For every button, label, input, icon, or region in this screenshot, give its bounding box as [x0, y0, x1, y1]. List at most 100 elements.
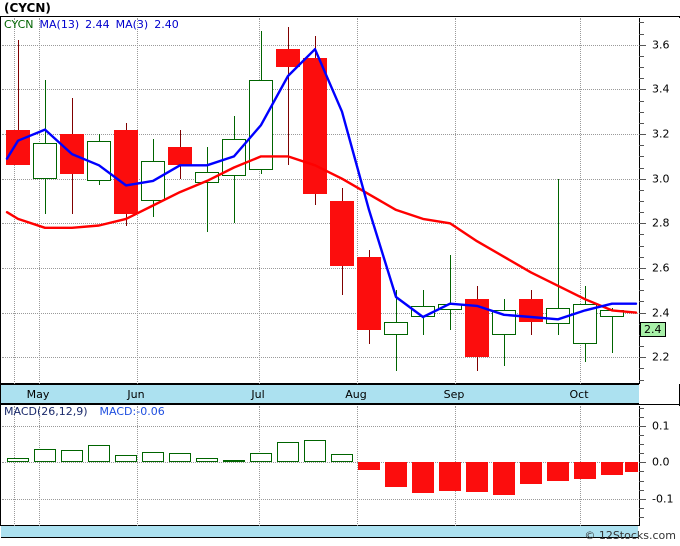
price-plot-area[interactable]	[2, 18, 638, 384]
bottom-strip: © 12Stocks.com	[0, 526, 680, 546]
macd-histogram-bar[interactable]	[625, 462, 638, 473]
price-axis-label: 2.4	[652, 306, 670, 320]
candle-body[interactable]	[384, 321, 408, 335]
month-label: Oct	[569, 388, 589, 401]
price-month-gridline	[455, 18, 456, 384]
macd-histogram-bar[interactable]	[601, 462, 623, 475]
price-axis-label: 2.2	[652, 350, 670, 364]
price-axis-tick	[639, 22, 644, 24]
price-axis-tick	[639, 134, 646, 136]
macd-histogram-bar[interactable]	[61, 450, 83, 463]
price-gridline	[2, 223, 638, 225]
candle-body[interactable]	[303, 58, 327, 195]
macd-histogram-bar[interactable]	[439, 462, 461, 492]
macd-month-gridline	[259, 406, 260, 526]
price-axis-tick	[639, 178, 646, 180]
candle-body[interactable]	[6, 129, 30, 166]
macd-axis-tick	[639, 426, 646, 427]
page-title: (CYCN)	[4, 1, 51, 15]
macd-axis-tick	[639, 516, 644, 518]
macd-histogram-bar[interactable]	[304, 439, 326, 463]
month-label: Sep	[443, 388, 465, 401]
macd-plot-area[interactable]	[2, 406, 638, 526]
macd-histogram-bar[interactable]	[385, 462, 407, 487]
macd-histogram-bar[interactable]	[142, 452, 164, 463]
price-axis-tick	[639, 368, 644, 370]
month-label: Aug	[345, 388, 367, 401]
price-axis-tick	[639, 346, 644, 348]
macd-gridline	[2, 426, 638, 427]
price-axis-tick	[639, 379, 644, 381]
price-axis-tick	[639, 189, 644, 191]
price-month-gridline	[357, 18, 358, 384]
macd-histogram-bar[interactable]	[358, 462, 380, 470]
macd-month-gridline	[137, 406, 138, 526]
macd-histogram-bar[interactable]	[7, 458, 29, 463]
macd-month-gridline	[14, 406, 15, 526]
macd-histogram-bar[interactable]	[520, 462, 542, 485]
macd-y-axis: 0.1 0.0 -0.1	[639, 406, 680, 526]
price-axis-label: 2.6	[652, 261, 670, 275]
price-axis-tick	[639, 256, 644, 258]
macd-histogram-bar[interactable]	[115, 455, 137, 463]
candle-body[interactable]	[330, 201, 354, 266]
macd-histogram-bar[interactable]	[250, 452, 272, 463]
macd-legend-value: MACD:-0.06	[99, 405, 165, 418]
price-axis-label: 3.4	[652, 82, 670, 96]
price-gridline	[2, 357, 638, 359]
month-label: Jun	[127, 388, 145, 401]
price-axis-tick	[639, 33, 644, 35]
price-axis-tick	[639, 78, 644, 80]
price-axis-tick	[639, 301, 644, 303]
candle-body[interactable]	[87, 140, 111, 181]
macd-legend: MACD(26,12,9) MACD:-0.06	[4, 405, 165, 418]
price-gridline	[2, 312, 638, 314]
macd-histogram-bar[interactable]	[412, 462, 434, 494]
candle-wick	[558, 178, 559, 335]
legend-ma-short-value: 2.40	[154, 18, 179, 31]
macd-histogram-bar[interactable]	[466, 462, 488, 493]
price-axis-tick	[639, 100, 644, 102]
legend-ma-long-value: 2.44	[85, 18, 110, 31]
candle-body[interactable]	[357, 256, 381, 331]
macd-histogram-bar[interactable]	[34, 448, 56, 463]
macd-month-gridline	[39, 406, 40, 526]
price-month-gridline	[259, 18, 260, 384]
macd-histogram-bar[interactable]	[331, 454, 353, 463]
macd-histogram-bar[interactable]	[169, 453, 191, 463]
macd-axis-tick	[639, 480, 644, 482]
candle-body[interactable]	[195, 171, 219, 184]
price-axis-tick	[639, 267, 646, 269]
macd-gridline	[2, 462, 638, 464]
macd-axis-tick	[639, 489, 644, 491]
candle-body[interactable]	[114, 129, 138, 215]
price-chart-panel[interactable]: 3.6 3.4 3.2 3.0 2.8 2.6 2.4 2.2 2.4	[0, 16, 680, 384]
macd-panel[interactable]: 0.1 0.0 -0.1	[0, 404, 680, 526]
legend-ma-short-label: MA(3)	[115, 18, 149, 31]
macd-gridline	[2, 498, 638, 500]
macd-histogram-bar[interactable]	[574, 462, 596, 479]
macd-histogram-bar[interactable]	[493, 462, 515, 496]
macd-axis-label: 0.1	[652, 419, 670, 433]
price-axis-tick	[639, 245, 644, 247]
macd-axis-tick	[639, 498, 646, 500]
price-axis-tick	[639, 122, 644, 124]
price-axis-tick	[639, 357, 646, 359]
candle-body[interactable]	[33, 142, 57, 179]
price-y-axis: 3.6 3.4 3.2 3.0 2.8 2.6 2.4 2.2 2.4	[639, 18, 680, 384]
price-axis-tick	[639, 89, 646, 91]
price-axis-tick	[639, 145, 644, 147]
price-month-gridline	[39, 18, 40, 384]
price-axis-label: 3.6	[652, 38, 670, 52]
candle-body[interactable]	[276, 49, 300, 68]
month-label: May	[26, 388, 50, 401]
price-axis-tick	[639, 55, 644, 57]
price-axis-tick	[639, 212, 644, 214]
macd-histogram-bar[interactable]	[547, 462, 569, 482]
macd-histogram-bar[interactable]	[196, 458, 218, 463]
macd-histogram-bar[interactable]	[277, 442, 299, 463]
price-gridline	[2, 267, 638, 269]
macd-histogram-bar[interactable]	[88, 444, 110, 463]
legend-ma-long-label: MA(13)	[39, 18, 80, 31]
macd-histogram-bar[interactable]	[223, 460, 245, 463]
